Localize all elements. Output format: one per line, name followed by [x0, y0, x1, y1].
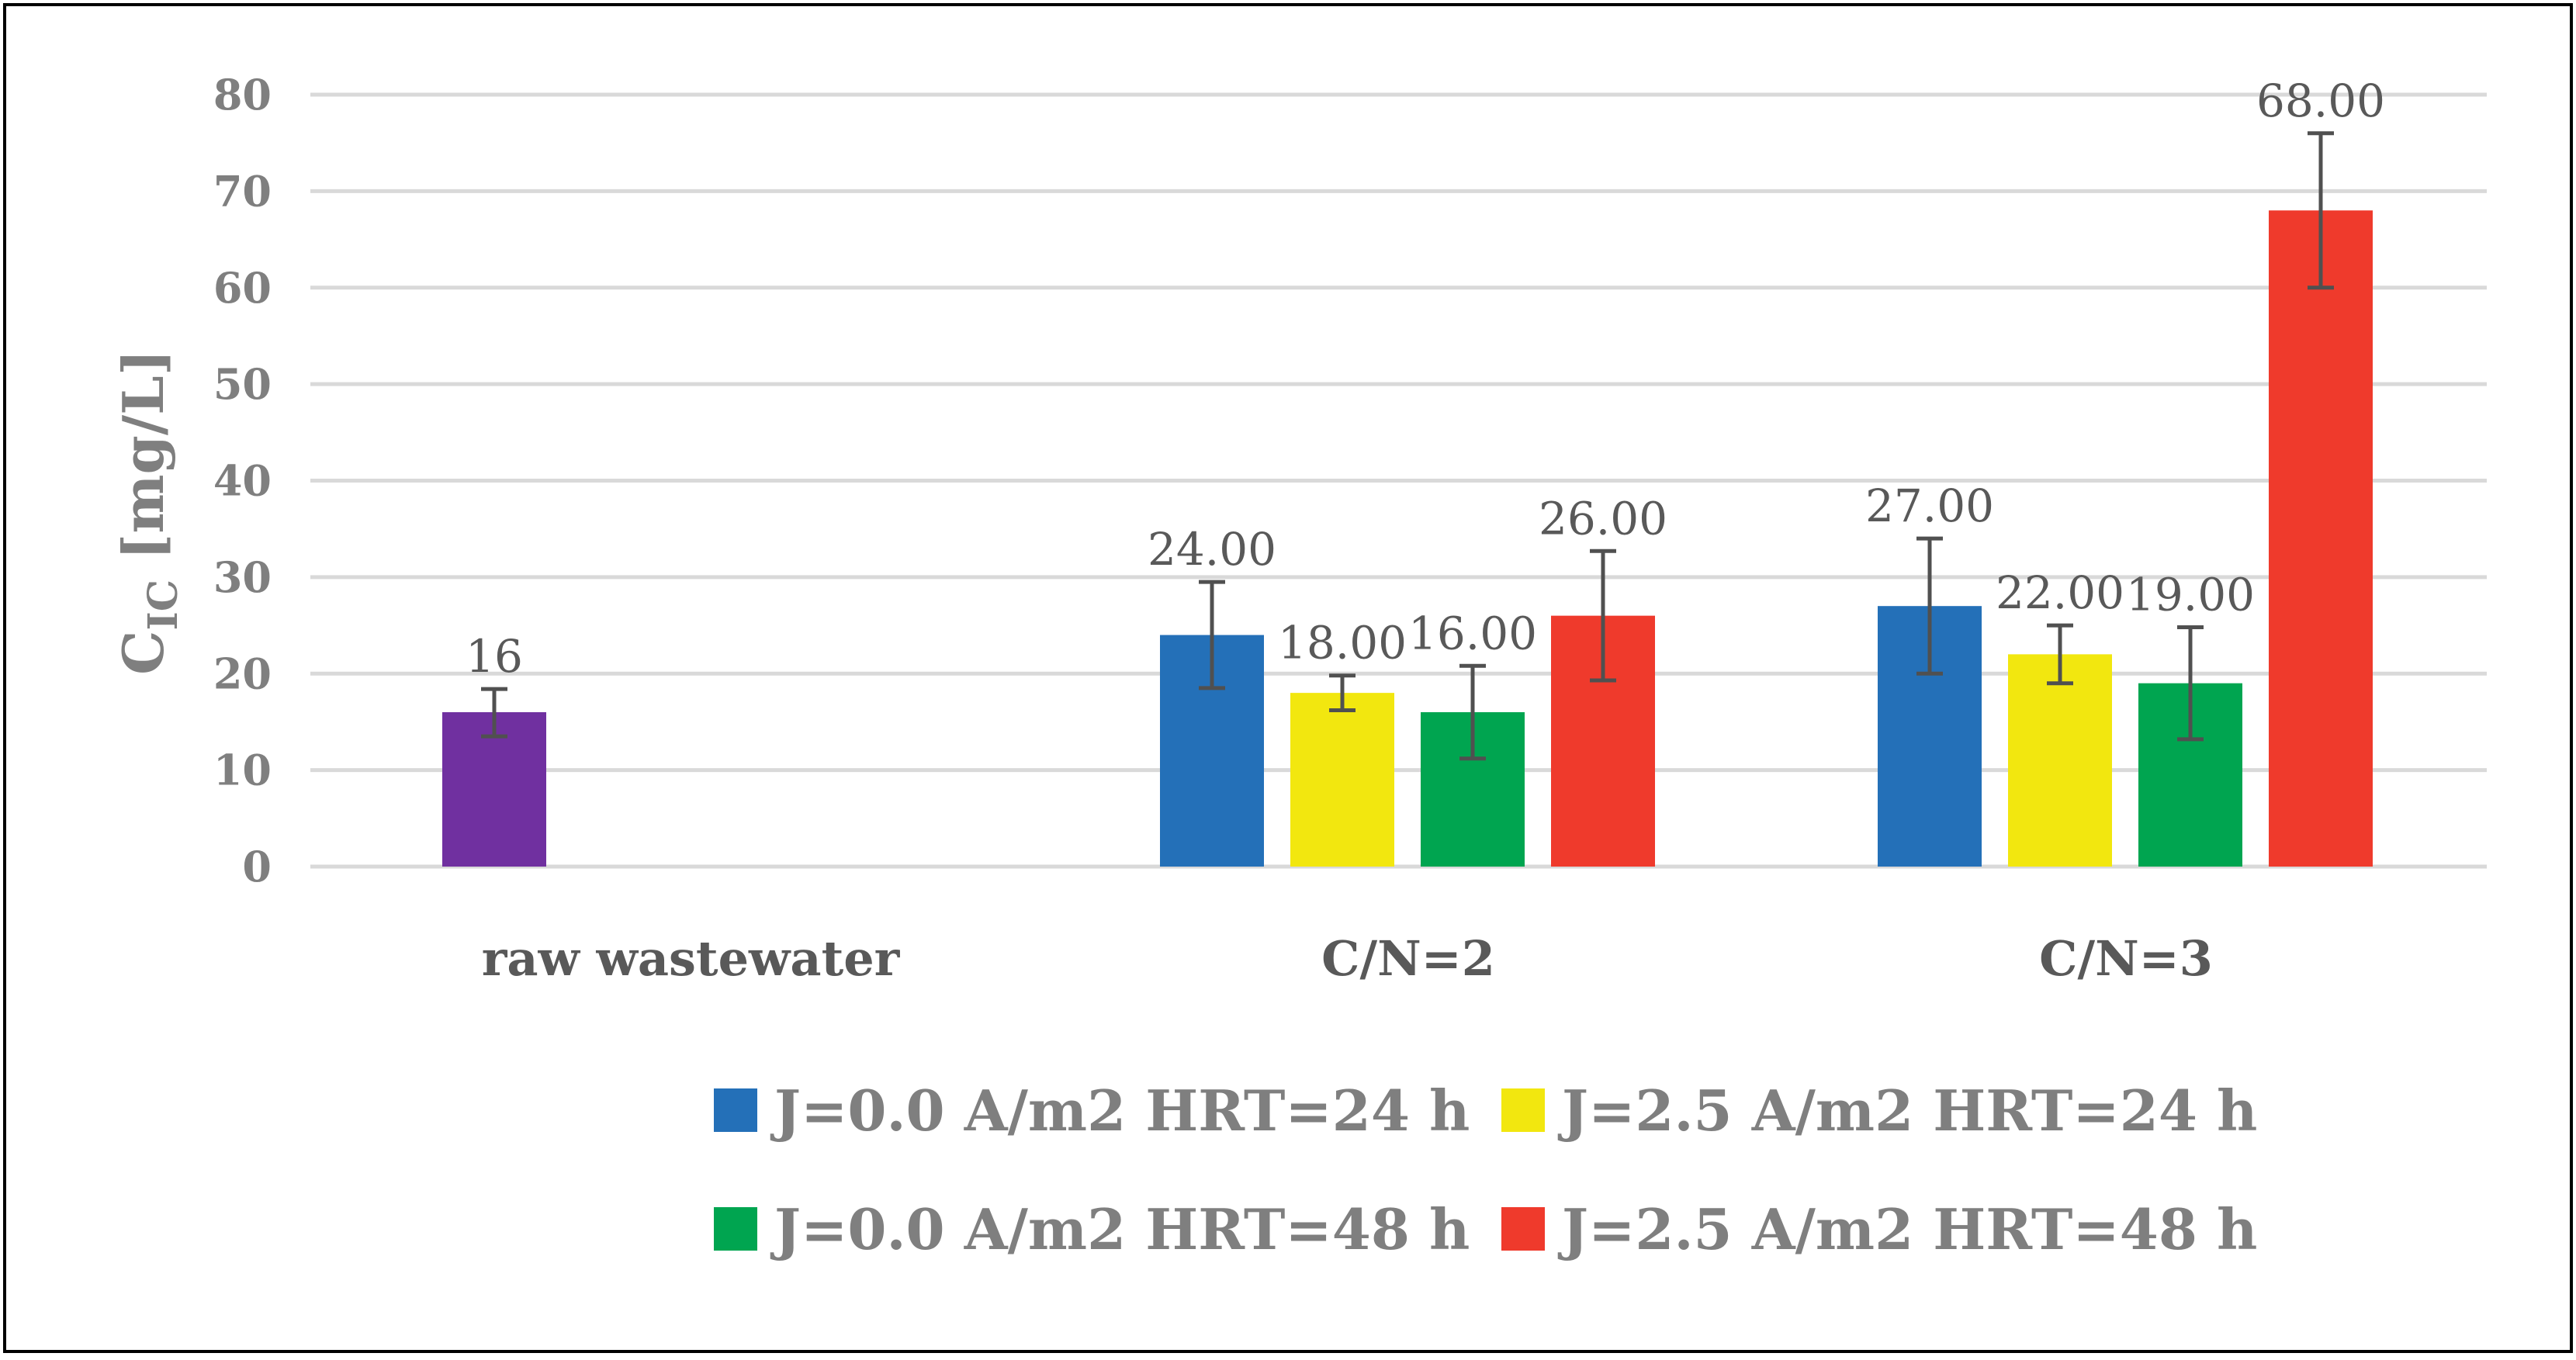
category-labels: raw wastewater C/N=2 C/N=3	[482, 930, 2213, 987]
y-tick-label: 10	[213, 746, 272, 795]
legend-item-3: J=0.0 A/m2 HRT=48 h	[714, 1196, 1470, 1262]
series-1-group-1-data-label: 24.00	[1148, 523, 1276, 576]
y-tick-label: 40	[213, 456, 272, 506]
series-1-group-2-error-bar	[1916, 536, 1943, 676]
legend-swatch	[714, 1207, 757, 1251]
legend-label: J=0.0 A/m2 HRT=24 h	[770, 1078, 1470, 1144]
series-4-group-2-data-label: 68.00	[2256, 74, 2385, 127]
series-2-group-1-bar	[1290, 693, 1394, 867]
series-3-group-2-error-bar	[2177, 625, 2204, 742]
y-tick-label: 70	[213, 166, 272, 216]
series-4-group-2-error-bar	[2308, 131, 2334, 290]
y-tick-label: 50	[213, 359, 272, 409]
series-2-group-1-data-label: 18.00	[1278, 617, 1407, 670]
legend-item-4: J=2.5 A/m2 HRT=48 h	[1501, 1196, 2257, 1262]
y-tick-label: 30	[213, 552, 272, 602]
gridlines	[310, 92, 2487, 869]
series-3-group-1-error-bar	[1459, 663, 1486, 761]
legend-item-1: J=0.0 A/m2 HRT=24 h	[714, 1078, 1470, 1144]
y-tick-label: 80	[213, 70, 272, 119]
series-3-group-2-data-label: 19.00	[2126, 569, 2255, 621]
raw-wastewater-error-bar	[481, 687, 507, 739]
legend-label: J=0.0 A/m2 HRT=48 h	[770, 1196, 1470, 1262]
legend-swatch	[714, 1088, 757, 1132]
legend-label: J=2.5 A/m2 HRT=48 h	[1557, 1196, 2257, 1262]
series-1-group-1-error-bar	[1199, 580, 1225, 690]
category-label: C/N=3	[2039, 930, 2213, 987]
y-tick-label: 60	[213, 263, 272, 313]
series-2-group-2-bar	[2008, 654, 2112, 867]
bars	[442, 210, 2373, 867]
y-tick-label: 0	[242, 842, 272, 891]
series-4-group-1-data-label: 26.00	[1539, 492, 1667, 545]
series-1-group-2-data-label: 27.00	[1865, 479, 1994, 532]
series-4-group-1-error-bar	[1590, 548, 1616, 683]
category-label: raw wastewater	[482, 930, 901, 987]
y-tick-labels: 0 10 20 30 40 50 60 70 80	[213, 70, 272, 891]
series-3-group-1-data-label: 16.00	[1408, 607, 1537, 659]
error-bars	[481, 131, 2334, 761]
series-2-group-2-data-label: 22.00	[1996, 566, 2124, 619]
legend-swatch	[1501, 1207, 1545, 1251]
legend-item-2: J=2.5 A/m2 HRT=24 h	[1501, 1078, 2257, 1144]
data-labels: 16 24.00 27.00 18.00 22.00 16.00 19.00 26.00 68.…	[466, 74, 2385, 683]
series-2-group-2-error-bar	[2047, 623, 2073, 686]
legend-swatch	[1501, 1088, 1545, 1132]
legend-label: J=2.5 A/m2 HRT=24 h	[1557, 1078, 2257, 1144]
category-label: C/N=2	[1321, 930, 1495, 987]
series-4-group-2-bar	[2269, 210, 2373, 867]
y-tick-label: 20	[213, 649, 272, 698]
raw-wastewater-data-label: 16	[466, 630, 523, 683]
chart-border	[3, 3, 2573, 1353]
series-2-group-1-error-bar	[1329, 673, 1356, 713]
legend: J=0.0 A/m2 HRT=24 h J=2.5 A/m2 HRT=24 h J=…	[714, 1078, 2257, 1262]
y-axis-label: CIC [mg/L]	[110, 349, 187, 675]
